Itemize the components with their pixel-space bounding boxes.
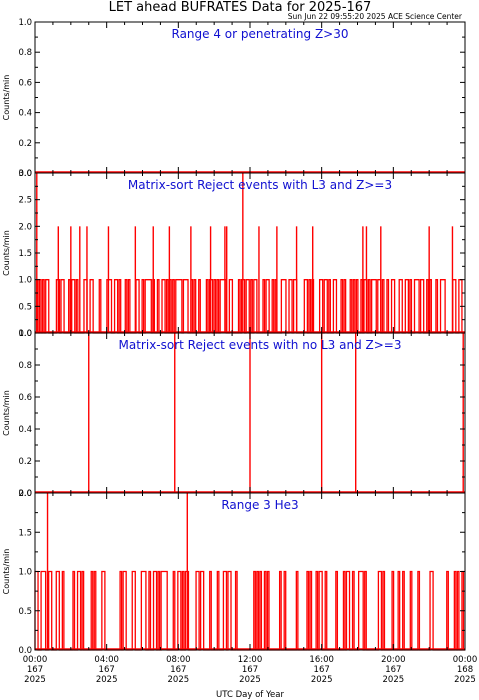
panel-1: 0.0 0.2 0.4 0.6 0.8 1.0 Counts/min Range 4 or p…: [2, 18, 466, 179]
x-tick-year: 2025: [24, 675, 46, 685]
x-tick-doy: 167: [170, 665, 186, 675]
x-tick-year: 2025: [168, 675, 190, 685]
generation-timestamp: Sun Jun 22 09:55:20 2025 ACE Science Cen…: [288, 12, 463, 21]
panel-4: 0.0 0.5 1.0 1.5 2.0 Counts/min Range 3 He3: [2, 489, 466, 656]
y-tick-label: 1.0: [18, 18, 32, 28]
y-tick-label: 0.8: [18, 361, 32, 371]
panel-title: Range 4 or penetrating Z>30: [172, 27, 349, 41]
y-tick-label: 1.0: [18, 329, 32, 339]
panel-frame: [34, 21, 466, 174]
panel-2: 0.0 0.5 1.0 1.5 2.0 2.5 3.0 Counts/min Matrix-so…: [2, 169, 466, 339]
x-tick-doy: 167: [99, 665, 115, 675]
y-tick-label: 0.4: [18, 109, 32, 119]
x-tick-time: 08:00: [166, 655, 191, 665]
y-axis-label: Counts/min: [2, 549, 11, 595]
data-series-line-panel-2: [35, 279, 465, 334]
y-tick-label: 2.0: [18, 489, 32, 499]
x-tick-doy: 167: [385, 665, 401, 675]
y-tick-label: 0.2: [18, 139, 32, 149]
x-tick-doy: 167: [27, 665, 43, 675]
y-axis-label: Counts/min: [2, 390, 11, 436]
x-axis-label: UTC Day of Year: [216, 690, 284, 700]
y-axis-label: Counts/min: [2, 230, 11, 276]
y-tick-label: 0.4: [18, 425, 32, 435]
x-tick-year: 2025: [239, 675, 261, 685]
panel-title: Matrix-sort Reject events with no L3 and…: [119, 338, 402, 352]
y-tick-label: 1.5: [18, 249, 32, 259]
x-tick-doy: 167: [314, 665, 330, 675]
y-tick-label: 0.2: [18, 457, 32, 467]
x-tick-time: 12:00: [238, 655, 263, 665]
x-tick-time: 00:00: [23, 655, 48, 665]
y-tick-label: 1.0: [18, 276, 32, 286]
y-tick-label: 3.0: [18, 169, 32, 179]
y-tick-label: 2.0: [18, 222, 32, 232]
y-tick-label: 0.8: [18, 48, 32, 58]
x-tick-year: 2025: [383, 675, 405, 685]
x-tick-time: 04:00: [94, 655, 119, 665]
y-tick-label: 0.0: [18, 329, 32, 339]
x-tick-year: 2025: [454, 675, 476, 685]
y-tick-label: 0.0: [18, 169, 32, 179]
panel-title: Range 3 He3: [221, 498, 298, 512]
panel-title: Matrix-sort Reject events with L3 and Z>…: [128, 178, 392, 192]
x-tick-year: 2025: [96, 675, 118, 685]
x-tick-year: 2025: [311, 675, 333, 685]
y-tick-label: 0.5: [18, 607, 32, 617]
y-tick-label: 0.0: [18, 489, 32, 499]
chart-title: LET ahead BUFRATES Data for 2025-167: [109, 0, 372, 15]
x-tick-time: 20:00: [381, 655, 406, 665]
y-axis-label: Counts/min: [2, 75, 11, 121]
y-tick-label: 0.0: [18, 646, 32, 656]
x-tick-doy: 168: [457, 665, 473, 675]
y-tick-label: 1.5: [18, 528, 32, 538]
panel-3: 0.0 0.2 0.4 0.6 0.8 1.0 Counts/min Matrix-sort …: [2, 329, 466, 499]
y-tick-label: 0.6: [18, 393, 32, 403]
x-tick-doy: 167: [242, 665, 258, 675]
data-series-line-panel-4: [34, 570, 465, 651]
x-tick-time: 16:00: [309, 655, 334, 665]
y-tick-label: 0.6: [18, 78, 32, 88]
y-tick-label: 2.5: [18, 196, 32, 206]
panel-frame: [34, 492, 466, 651]
y-tick-label: 0.5: [18, 302, 32, 312]
y-tick-label: 1.0: [18, 568, 32, 578]
x-tick-time: 00:00: [453, 655, 478, 665]
